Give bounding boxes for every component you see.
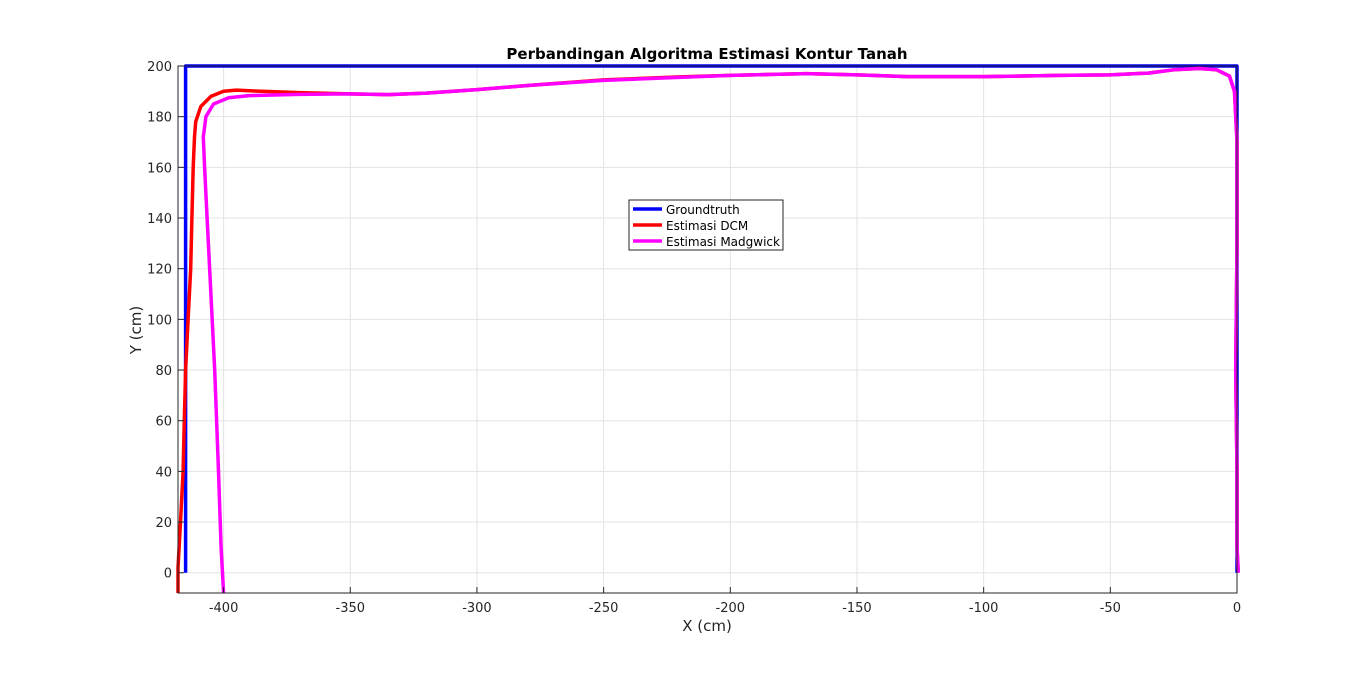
- y-tick-label: 120: [147, 263, 172, 278]
- y-tick-label: 160: [147, 161, 172, 176]
- y-tick-label: 80: [155, 364, 172, 379]
- y-tick-label: 0: [164, 567, 172, 582]
- chart-title: Perbandingan Algoritma Estimasi Kontur T…: [506, 45, 907, 63]
- x-tick-label: -300: [462, 601, 492, 616]
- y-tick-label: 200: [147, 60, 172, 75]
- y-tick-label: 60: [155, 415, 172, 430]
- y-tick-label: 180: [147, 111, 172, 126]
- series-madgwick-line: [201, 66, 1241, 594]
- x-tick-label: -400: [209, 601, 239, 616]
- y-axis-label: Y (cm): [127, 306, 145, 356]
- y-tick-label: 100: [147, 313, 172, 328]
- legend[interactable]: Groundtruth Estimasi DCM Estimasi Madgwi…: [628, 199, 784, 251]
- x-tick-label: -250: [589, 601, 619, 616]
- x-tick-label: 0: [1233, 601, 1241, 616]
- x-tick-label: -350: [336, 601, 366, 616]
- legend-label-madgwick: Estimasi Madgwick: [666, 235, 780, 249]
- y-tick-label: 140: [147, 212, 172, 227]
- y-tick-label: 40: [155, 465, 172, 480]
- legend-label-dcm: Estimasi DCM: [666, 219, 748, 233]
- x-tick-label: -200: [716, 601, 746, 616]
- legend-label-groundtruth: Groundtruth: [666, 203, 740, 217]
- x-tick-label: -150: [842, 601, 872, 616]
- y-tick-label: 20: [155, 516, 172, 531]
- x-tick-label: -50: [1100, 601, 1121, 616]
- x-tick-label: -100: [969, 601, 999, 616]
- axes-box: [177, 65, 1238, 594]
- axis-ticks: -400 -350 -300 -250 -200 -150 -100 -50 0 0 20 40 60 8…: [147, 60, 1241, 616]
- plot-area: [178, 66, 1237, 593]
- x-axis-label: X (cm): [682, 617, 732, 635]
